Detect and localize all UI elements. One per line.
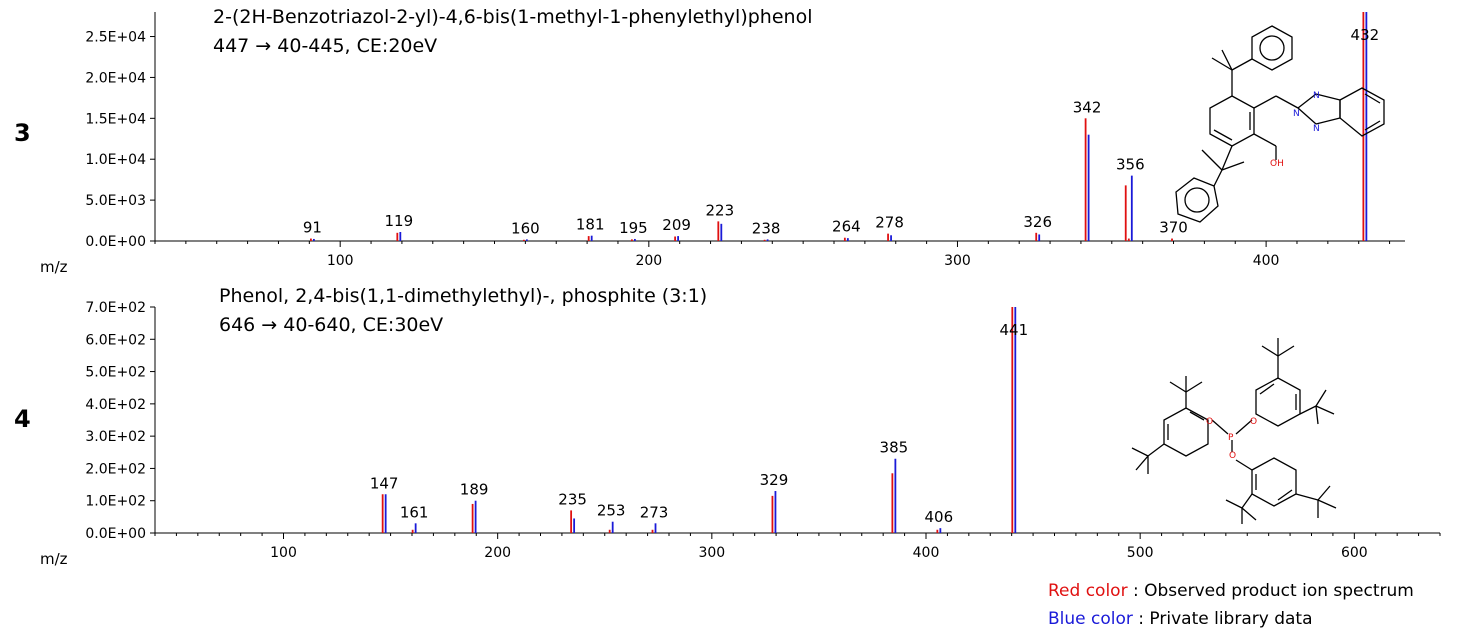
oh-atom-label: OH — [1270, 159, 1284, 169]
peak-label: 370 — [1159, 219, 1188, 237]
x-axis-label-4: m/z — [40, 550, 68, 568]
chemical-structure-3 — [1175, 25, 1385, 223]
y-tick-label: 6.0E+02 — [85, 332, 146, 348]
spectrum-plot-4: 0.0E+00 1.0E+02 2.0E+02 3.0E+02 4.0E+02 5.0E+… — [85, 300, 1441, 561]
chemical-structure-4 — [1131, 338, 1337, 524]
o-atom-label: O — [1250, 417, 1257, 427]
n-atom-label: N — [1313, 91, 1320, 101]
x-tick-label: 400 — [1253, 253, 1280, 269]
y-tick-label: 4.0E+02 — [85, 397, 146, 413]
peak-label: 161 — [400, 503, 429, 521]
y-tick-label: 5.0E+03 — [85, 193, 146, 209]
y-tick-label: 5.0E+02 — [85, 365, 146, 381]
x-tick-label: 500 — [1127, 545, 1154, 561]
y-tick-label: 3.0E+02 — [85, 429, 146, 445]
panel-number-3: 3 — [14, 119, 31, 147]
compound-title-4: Phenol, 2,4-bis(1,1-dimethylethyl)-, pho… — [219, 285, 707, 307]
x-tick-label: 300 — [944, 253, 971, 269]
peak-label: 253 — [597, 502, 626, 520]
peak-label: 223 — [705, 201, 734, 219]
x-axis-label-3: m/z — [40, 258, 68, 276]
y-tick-label: 0.0E+00 — [85, 526, 146, 542]
y-tick-label: 1.5E+04 — [85, 111, 146, 127]
x-tick-label: 100 — [270, 545, 297, 561]
peak-label: 147 — [370, 474, 399, 492]
y-tick-label: 7.0E+02 — [85, 300, 146, 316]
spectrum-plot-3: 0.0E+00 5.0E+03 1.0E+04 1.5E+04 2.0E+04 2.5E+… — [85, 12, 1405, 269]
peak-label: 342 — [1073, 98, 1102, 116]
compound-title-3: 2-(2H-Benzotriazol-2-yl)-4,6-bis(1-methy… — [213, 6, 812, 28]
legend-blue-label: Blue color — [1048, 609, 1133, 629]
peak-label: 238 — [752, 219, 781, 237]
y-tick-label: 1.0E+04 — [85, 152, 146, 168]
panel-4: 4 Phenol, 2,4-bis(1,1-dimethylethyl)-, p… — [14, 285, 1441, 568]
peak-label: 406 — [925, 508, 954, 526]
peak-label: 278 — [875, 214, 904, 232]
legend-red-desc: : Observed product ion spectrum — [1128, 581, 1414, 601]
conditions-3: 447 → 40-445, CE:20eV — [213, 35, 437, 57]
legend-entry-library: Blue color : Private library data — [1048, 609, 1313, 629]
peak-label: 326 — [1023, 213, 1052, 231]
legend-red-label: Red color — [1048, 581, 1128, 601]
peak-label: 91 — [303, 219, 322, 237]
peak-label: 235 — [558, 490, 587, 508]
y-tick-label: 2.0E+04 — [85, 70, 146, 86]
y-tick-label: 2.5E+04 — [85, 30, 146, 46]
o-atom-label: O — [1206, 417, 1213, 427]
peak-label: 209 — [662, 216, 691, 234]
n-atom-label: N — [1293, 109, 1300, 119]
peak-label: 189 — [460, 481, 489, 499]
n-atom-label: N — [1313, 124, 1320, 134]
panel-number-4: 4 — [14, 405, 31, 433]
peak-label: 273 — [640, 503, 669, 521]
peak-label: 385 — [880, 439, 909, 457]
y-tick-label: 2.0E+02 — [85, 461, 146, 477]
peak-label: 356 — [1116, 156, 1145, 174]
peak-label: 181 — [576, 216, 605, 234]
x-tick-label: 600 — [1341, 545, 1368, 561]
x-tick-label: 200 — [484, 545, 511, 561]
y-tick-label: 0.0E+00 — [85, 234, 146, 250]
peak-label: 264 — [832, 218, 861, 236]
x-tick-label: 200 — [635, 253, 662, 269]
peak-label: 119 — [385, 212, 414, 230]
panel-3: 3 2-(2H-Benzotriazol-2-yl)-4,6-bis(1-met… — [14, 6, 1405, 276]
peak-label: 160 — [511, 219, 540, 237]
legend: Red color : Observed product ion spectru… — [1048, 581, 1414, 629]
legend-blue-desc: : Private library data — [1133, 609, 1313, 629]
p-atom-label: P — [1228, 433, 1234, 443]
x-tick-label: 400 — [913, 545, 940, 561]
o-atom-label: O — [1229, 451, 1236, 461]
peak-label: 441 — [999, 321, 1028, 339]
conditions-4: 646 → 40-640, CE:30eV — [219, 314, 443, 336]
legend-entry-observed: Red color : Observed product ion spectru… — [1048, 581, 1414, 601]
peak-label: 195 — [619, 219, 648, 237]
x-tick-label: 300 — [698, 545, 725, 561]
y-tick-label: 1.0E+02 — [85, 494, 146, 510]
x-tick-label: 100 — [327, 253, 354, 269]
peak-label: 329 — [760, 471, 789, 489]
peak-label: 432 — [1351, 26, 1380, 44]
